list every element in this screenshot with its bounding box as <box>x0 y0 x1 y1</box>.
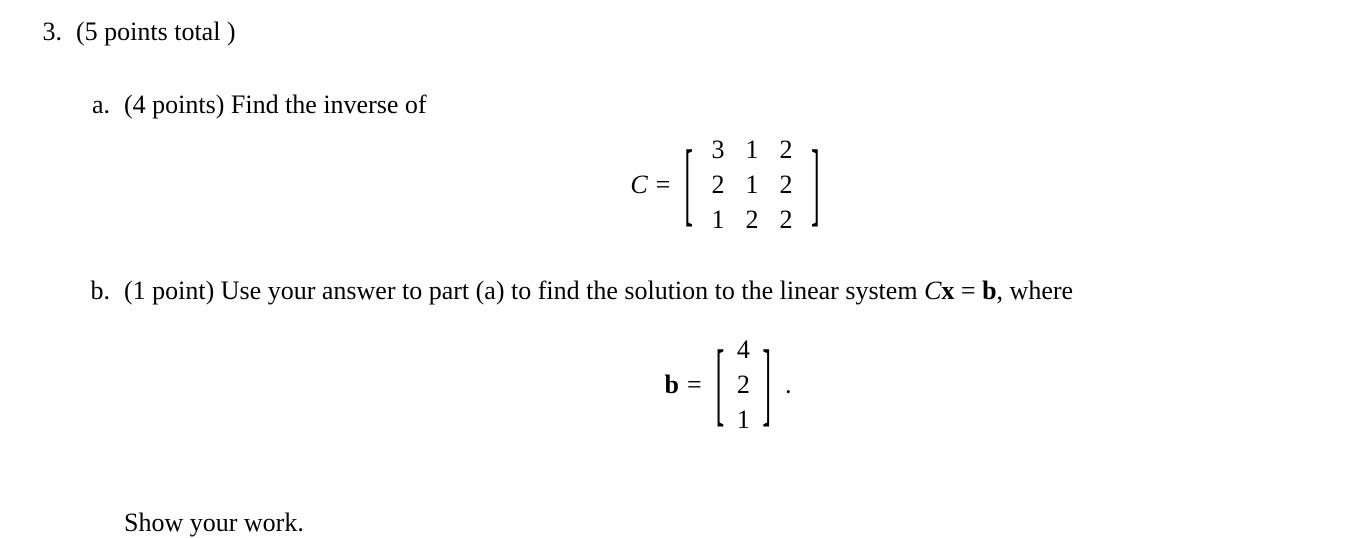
period: . <box>785 365 792 404</box>
part-b-prompt-after: , where <box>997 276 1074 305</box>
part-a: a. (4 points) Find the inverse of C = [ … <box>0 85 1372 237</box>
part-b-prompt-before: Use your answer to part (a) to find the … <box>221 276 924 305</box>
left-bracket-icon: [ <box>684 138 693 232</box>
vector-b-body: 421 <box>724 332 762 437</box>
question-header: 3. (5 points total ) <box>0 12 1372 51</box>
eqn-b: b <box>982 276 996 305</box>
matrix-row: 1 <box>732 402 754 437</box>
page: 3. (5 points total ) a. (4 points) Find … <box>0 0 1372 518</box>
matrix-cell: 2 <box>769 132 803 167</box>
question-number: 3. <box>0 12 76 51</box>
equals-sign-b: = <box>687 365 702 404</box>
question-points: (5 points total ) <box>76 12 236 51</box>
eqn-eq: = <box>954 276 982 305</box>
part-b-body: (1 point) Use your answer to part (a) to… <box>124 271 1372 437</box>
matrix-cell: 3 <box>701 132 735 167</box>
part-b: b. (1 point) Use your answer to part (a)… <box>0 271 1372 437</box>
matrix-c: [ 312212122 ] <box>684 132 819 237</box>
matrix-row: 2 <box>732 367 754 402</box>
matrix-cell: 1 <box>701 202 735 237</box>
matrix-cell: 2 <box>769 202 803 237</box>
part-b-letter: b. <box>0 271 124 310</box>
part-a-letter: a. <box>0 85 124 124</box>
show-your-work: Show your work. <box>0 508 1372 538</box>
part-b-points: (1 point) <box>124 276 221 305</box>
matrix-cell: 1 <box>732 402 754 437</box>
matrix-cell: 2 <box>732 367 754 402</box>
matrix-cell: 2 <box>701 167 735 202</box>
matrix-c-var: C <box>630 165 647 204</box>
matrix-cell: 1 <box>735 167 769 202</box>
matrix-row: 312 <box>701 132 803 167</box>
vector-b-var: b <box>665 365 679 404</box>
part-a-equation: C = [ 312212122 ] <box>124 132 1332 237</box>
left-bracket-icon: [ <box>716 338 725 432</box>
matrix-cell: 2 <box>769 167 803 202</box>
part-a-body: (4 points) Find the inverse of C = [ 312… <box>124 85 1372 237</box>
matrix-row: 122 <box>701 202 803 237</box>
matrix-c-body: 312212122 <box>693 132 811 237</box>
part-a-prompt: Find the inverse of <box>231 90 427 119</box>
matrix-cell: 1 <box>735 132 769 167</box>
part-b-equation: b = [ 421 ] . <box>124 332 1332 437</box>
matrix-row: 4 <box>732 332 754 367</box>
right-bracket-icon: ] <box>811 138 820 232</box>
matrix-cell: 2 <box>735 202 769 237</box>
part-a-points: (4 points) <box>124 90 231 119</box>
right-bracket-icon: ] <box>762 338 771 432</box>
eqn-c: C <box>924 276 941 305</box>
vector-b: [ 421 ] <box>716 332 771 437</box>
matrix-row: 212 <box>701 167 803 202</box>
matrix-cell: 4 <box>732 332 754 367</box>
equals-sign: = <box>656 165 671 204</box>
eqn-x: x <box>941 276 954 305</box>
